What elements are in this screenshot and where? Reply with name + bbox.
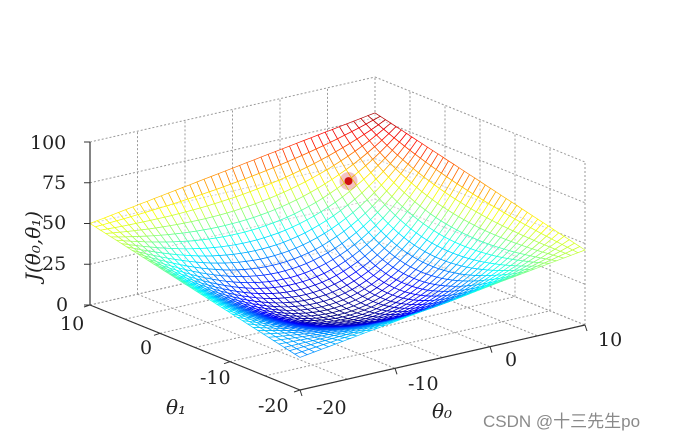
z-tick-75: 75 xyxy=(42,172,66,194)
grid-line xyxy=(374,76,586,163)
theta1-tick-mark xyxy=(83,304,91,308)
highlight-point-dot xyxy=(344,177,353,186)
grid-line xyxy=(229,296,516,363)
grid-line xyxy=(89,76,376,143)
theta1-axis-label: θ₁ xyxy=(166,395,186,419)
z-tick-25: 25 xyxy=(42,253,66,275)
axes-front-lines xyxy=(83,141,588,397)
theta0-axis-label: θ₀ xyxy=(432,399,452,423)
z-axis-label: J(θ₀,θ₁) xyxy=(21,211,45,285)
theta0-tick-mark xyxy=(299,389,303,397)
surface-cell xyxy=(293,351,308,358)
theta1-tick-minus20: -20 xyxy=(258,395,289,417)
theta1-tick-minus10: -10 xyxy=(200,367,231,389)
z-tick-0: 0 xyxy=(56,294,68,316)
highlight-point-marker xyxy=(339,172,358,191)
theta0-tick-minus20: -20 xyxy=(316,397,347,419)
theta0-tick-mark xyxy=(394,368,398,375)
grid-line xyxy=(124,253,411,320)
axis-line-theta0 xyxy=(299,324,586,391)
watermark-text: CSDN @十三先生po xyxy=(483,412,640,431)
theta1-tick-mark xyxy=(293,389,301,393)
cost-surface-mesh xyxy=(89,112,586,358)
z-tick-50: 50 xyxy=(42,212,66,234)
grid-line xyxy=(194,282,481,348)
grid-line xyxy=(264,310,551,377)
theta0-tick-0: 0 xyxy=(505,349,517,371)
grid-line xyxy=(89,117,376,184)
theta0-tick-mark xyxy=(584,324,588,332)
theta0-tick-mark xyxy=(489,346,493,353)
theta1-tick-10: 10 xyxy=(60,313,84,335)
z-tick-100: 100 xyxy=(30,132,66,154)
theta1-tick-mark xyxy=(223,361,231,365)
theta0-tick-minus10: -10 xyxy=(408,373,439,395)
axis-line-theta1 xyxy=(89,304,301,391)
theta0-tick-10: 10 xyxy=(598,329,622,351)
theta1-tick-mark xyxy=(153,332,161,336)
grid-line xyxy=(159,267,446,334)
grid-line xyxy=(374,117,586,204)
grid-line xyxy=(89,239,376,306)
theta1-tick-0: 0 xyxy=(140,337,152,359)
